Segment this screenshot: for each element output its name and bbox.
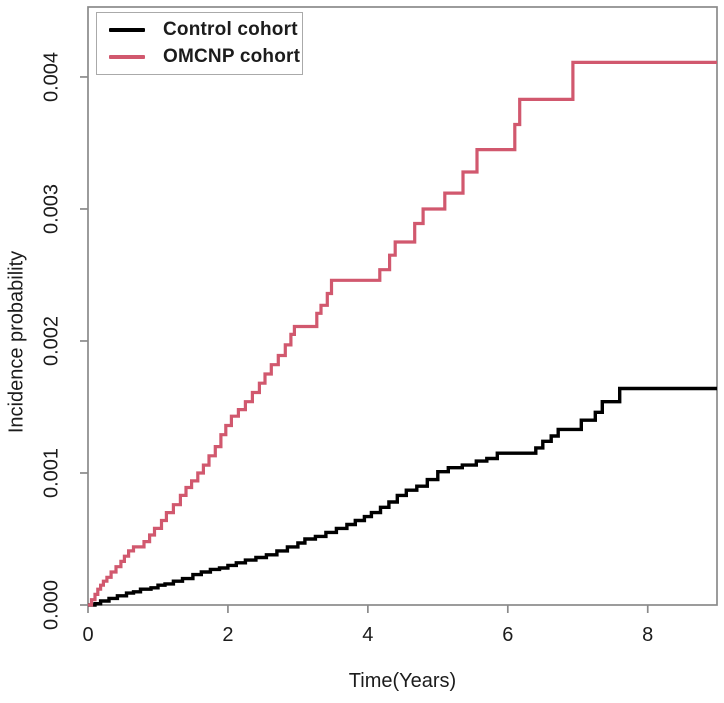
- legend-item-control: Control cohort: [109, 19, 302, 41]
- plot-box: [87, 6, 718, 606]
- y-tick-label: 0.000: [40, 580, 62, 630]
- control-series-line: [88, 386, 717, 607]
- omcnp-line-swatch: [109, 55, 145, 59]
- y-tick-label: 0.002: [40, 316, 62, 366]
- y-tick-label: 0.004: [40, 52, 62, 102]
- x-tick-label: 6: [502, 624, 513, 646]
- x-tick-label: 2: [222, 624, 233, 646]
- x-axis-title: Time(Years): [348, 670, 457, 692]
- control-line-swatch: [109, 28, 145, 32]
- y-tick-label: 0.003: [40, 184, 62, 234]
- y-axis-title: Incidence probability: [5, 250, 28, 434]
- omcnp-series-line: [88, 60, 717, 607]
- y-tick-label: 0.001: [40, 448, 62, 498]
- x-tick-label: 0: [82, 624, 93, 646]
- x-tick-label: 8: [642, 624, 653, 646]
- legend-label-control: Control cohort: [163, 19, 298, 40]
- legend: Control cohort OMCNP cohort: [96, 12, 303, 75]
- legend-label-omcnp: OMCNP cohort: [163, 46, 301, 67]
- x-tick-label: 4: [362, 624, 373, 646]
- legend-item-omcnp: OMCNP cohort: [109, 46, 302, 68]
